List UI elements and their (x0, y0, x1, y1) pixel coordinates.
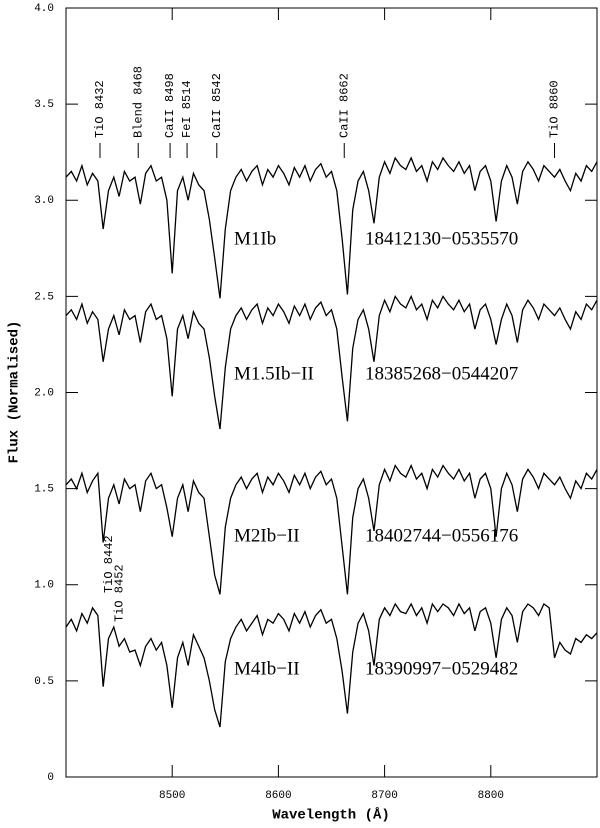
star-id-label: 18412130−0535570 (365, 228, 518, 249)
line-annotation: TiO 8432 (93, 80, 107, 138)
y-tick-label: 4.0 (34, 3, 54, 15)
spectrum-line (65, 463, 598, 595)
line-annotation: CaII 8542 (210, 73, 224, 138)
line-annotation: CaII 8662 (337, 73, 351, 138)
y-tick-label: 0.5 (34, 676, 54, 688)
line-annotation: TiO 8442 (102, 535, 116, 593)
star-id-label: 18402744−0556176 (365, 525, 518, 546)
spectral-type-label: M2Ib−II (234, 525, 300, 546)
y-tick-label: 1.0 (34, 580, 54, 592)
x-axis-label: Wavelength (Å) (272, 807, 390, 824)
spectral-type-label: M1Ib (234, 228, 276, 249)
line-annotation: TiO 8452 (112, 564, 126, 622)
spectrum-line (65, 294, 598, 430)
line-annotation: FeI 8514 (180, 80, 194, 138)
x-tick-label: 8700 (371, 790, 397, 802)
spectral-type-label: M1.5Ib−II (234, 363, 314, 384)
x-tick-label: 8800 (478, 790, 504, 802)
y-tick-label: 1.5 (34, 484, 54, 496)
y-tick-label: 3.5 (34, 99, 54, 111)
star-id-label: 18390997−0529482 (365, 658, 518, 679)
spectrum-line (65, 156, 598, 299)
y-axis-label: Flux (Normalised) (7, 321, 23, 464)
x-tick-label: 8600 (265, 790, 291, 802)
spectrum-line (65, 602, 598, 728)
line-annotation: TiO 8860 (548, 80, 562, 138)
star-id-label: 18385268−0544207 (365, 363, 518, 384)
line-annotation: CaII 8498 (163, 73, 177, 138)
y-tick-label: 2.0 (34, 387, 54, 399)
line-annotation: Blend 8468 (131, 66, 145, 138)
y-tick-label: 0 (47, 772, 54, 784)
y-tick-label: 2.5 (34, 291, 54, 303)
spectral-type-label: M4Ib−II (234, 658, 300, 679)
x-tick-label: 8500 (159, 790, 185, 802)
y-tick-label: 3.0 (34, 195, 54, 207)
